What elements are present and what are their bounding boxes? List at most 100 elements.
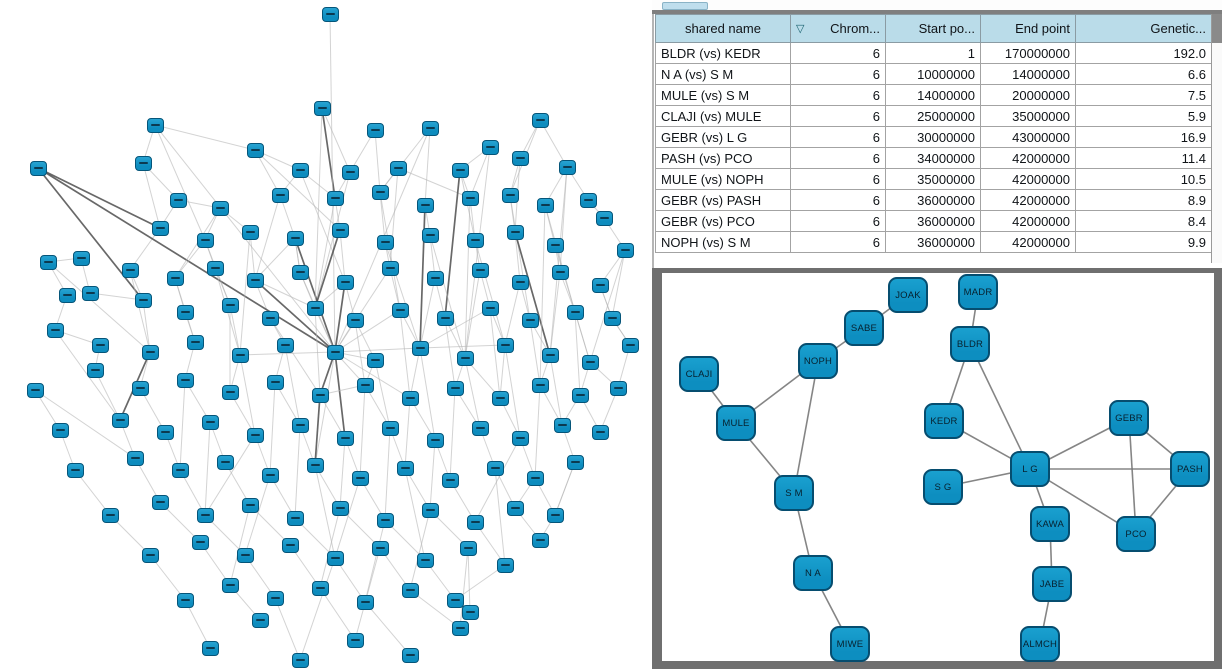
network-node[interactable]: [401, 390, 419, 406]
column-header-end-point[interactable]: End point: [980, 14, 1076, 43]
table-row[interactable]: MULE (vs) S M 6 14000000 20000000 7.5: [655, 84, 1212, 106]
network-node[interactable]: [251, 612, 269, 628]
network-node[interactable]: [371, 184, 389, 200]
network-node-joak[interactable]: JOAK: [888, 277, 928, 313]
network-edge[interactable]: [404, 397, 411, 469]
network-edge[interactable]: [549, 166, 568, 356]
network-node-pco[interactable]: PCO: [1116, 516, 1156, 552]
network-node[interactable]: [531, 532, 549, 548]
network-node[interactable]: [176, 372, 194, 388]
network-node[interactable]: [306, 300, 324, 316]
network-edge[interactable]: [314, 351, 336, 466]
network-node[interactable]: [389, 160, 407, 176]
network-edge[interactable]: [474, 239, 506, 346]
network-node[interactable]: [326, 550, 344, 566]
network-edge[interactable]: [464, 269, 481, 359]
network-node[interactable]: [313, 100, 331, 116]
network-node[interactable]: [29, 160, 47, 176]
table-cell[interactable]: 35000000: [885, 168, 981, 190]
network-node[interactable]: [511, 150, 529, 166]
network-node-almch[interactable]: ALMCH: [1020, 626, 1060, 662]
network-edge[interactable]: [554, 461, 576, 516]
network-node[interactable]: [411, 340, 429, 356]
network-edge[interactable]: [299, 557, 336, 661]
network-node[interactable]: [221, 384, 239, 400]
network-edge[interactable]: [514, 231, 521, 283]
network-node[interactable]: [336, 430, 354, 446]
network-edge[interactable]: [239, 354, 256, 436]
table-cell[interactable]: 6: [790, 210, 886, 232]
network-node[interactable]: [326, 344, 344, 360]
network-node[interactable]: [456, 350, 474, 366]
network-edge[interactable]: [334, 477, 361, 559]
network-node[interactable]: [446, 592, 464, 608]
column-header-genetic[interactable]: Genetic...: [1075, 14, 1212, 43]
network-edge[interactable]: [339, 229, 346, 283]
horizontal-scrollbar-thumb[interactable]: [662, 2, 708, 10]
network-edge[interactable]: [409, 589, 461, 629]
network-node[interactable]: [526, 470, 544, 486]
table-cell[interactable]: 6: [790, 168, 886, 190]
network-node[interactable]: [206, 260, 224, 276]
network-node[interactable]: [236, 547, 254, 563]
network-node-miwe[interactable]: MIWE: [830, 626, 870, 662]
table-cell[interactable]: 25000000: [885, 105, 981, 127]
network-node-madr[interactable]: MADR: [958, 274, 998, 310]
network-node[interactable]: [566, 304, 584, 320]
network-node[interactable]: [391, 302, 409, 318]
table-cell[interactable]: GEBR (vs) PCO: [655, 210, 791, 232]
table-row[interactable]: BLDR (vs) KEDR 6 1 170000000 192.0: [655, 42, 1212, 64]
network-node[interactable]: [511, 274, 529, 290]
network-node[interactable]: [506, 224, 524, 240]
network-node[interactable]: [381, 260, 399, 276]
table-row[interactable]: PASH (vs) PCO 6 34000000 42000000 11.4: [655, 147, 1212, 169]
network-node[interactable]: [451, 620, 469, 636]
network-node[interactable]: [401, 647, 419, 663]
network-edge[interactable]: [254, 149, 341, 231]
network-node-s-m[interactable]: S M: [774, 475, 814, 511]
network-node[interactable]: [311, 580, 329, 596]
network-node[interactable]: [286, 230, 304, 246]
network-node[interactable]: [291, 417, 309, 433]
network-edge[interactable]: [269, 317, 321, 396]
network-edge[interactable]: [34, 389, 136, 459]
network-edge[interactable]: [314, 394, 321, 466]
network-node[interactable]: [481, 300, 499, 316]
network-edge[interactable]: [969, 343, 1031, 470]
table-cell[interactable]: 42000000: [980, 210, 1076, 232]
network-edge[interactable]: [529, 319, 541, 386]
network-node[interactable]: [46, 322, 64, 338]
network-edge[interactable]: [334, 281, 346, 353]
network-node[interactable]: [276, 337, 294, 353]
network-edge[interactable]: [334, 347, 421, 353]
network-node[interactable]: [261, 310, 279, 326]
network-node[interactable]: [421, 502, 439, 518]
network-node[interactable]: [291, 264, 309, 280]
table-cell[interactable]: 6: [790, 126, 886, 148]
network-node[interactable]: [141, 344, 159, 360]
network-edge[interactable]: [419, 307, 491, 349]
table-cell[interactable]: 42000000: [980, 147, 1076, 169]
network-edge[interactable]: [504, 281, 521, 346]
network-node[interactable]: [286, 510, 304, 526]
network-node[interactable]: [246, 272, 264, 288]
table-cell[interactable]: GEBR (vs) PASH: [655, 189, 791, 211]
network-node[interactable]: [466, 514, 484, 530]
sub-network-canvas[interactable]: JOAK SABE NOPH CLAJI MULE S M N A MIWE MADR BLDR K…: [662, 273, 1214, 662]
network-edge[interactable]: [379, 191, 386, 243]
network-edge[interactable]: [334, 351, 346, 439]
network-node[interactable]: [401, 582, 419, 598]
network-node[interactable]: [446, 380, 464, 396]
network-node[interactable]: [609, 380, 627, 396]
network-node[interactable]: [156, 424, 174, 440]
network-edge[interactable]: [142, 162, 161, 229]
network-node[interactable]: [26, 382, 44, 398]
table-cell[interactable]: 8.4: [1075, 210, 1212, 232]
network-node[interactable]: [571, 387, 589, 403]
network-node[interactable]: [346, 632, 364, 648]
table-row[interactable]: MULE (vs) NOPH 6 35000000 42000000 10.5: [655, 168, 1212, 190]
main-network-panel[interactable]: [0, 0, 652, 669]
network-node[interactable]: [471, 420, 489, 436]
network-node[interactable]: [266, 590, 284, 606]
network-edge[interactable]: [299, 169, 346, 283]
